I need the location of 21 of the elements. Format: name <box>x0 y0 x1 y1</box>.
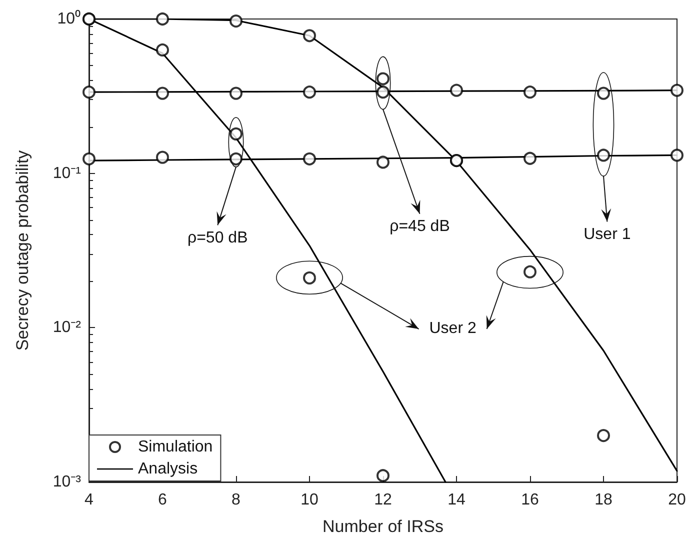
annotation: User 2 <box>429 320 476 338</box>
x-tick-label: 14 <box>448 492 466 508</box>
x-tick-label: 20 <box>668 492 686 508</box>
y-tick-label: 10⁰ <box>57 10 81 28</box>
x-tick-label: 4 <box>84 492 94 508</box>
x-axis-title: Number of IRSs <box>322 517 444 536</box>
x-tick-label: 10 <box>300 492 318 508</box>
annotation: User 1 <box>584 226 631 243</box>
y-tick-label: 10⁻¹ <box>52 164 81 182</box>
x-tick-label: 8 <box>232 492 241 508</box>
annotation: ρ=50 dB <box>187 229 248 246</box>
x-tick-label: 6 <box>158 492 168 508</box>
x-tick-label: 12 <box>374 492 392 508</box>
y-axis-title: Secrecy outage probability <box>13 150 32 351</box>
x-tick-label: 16 <box>521 492 539 508</box>
legend-label: Analysis <box>138 460 198 478</box>
legend-label: Simulation <box>138 438 213 456</box>
y-tick-label: 10⁻³ <box>52 474 82 490</box>
annotation: ρ=45 dB <box>390 218 450 236</box>
x-tick-label: 18 <box>594 492 612 508</box>
y-tick-label: 10⁻² <box>52 319 82 336</box>
